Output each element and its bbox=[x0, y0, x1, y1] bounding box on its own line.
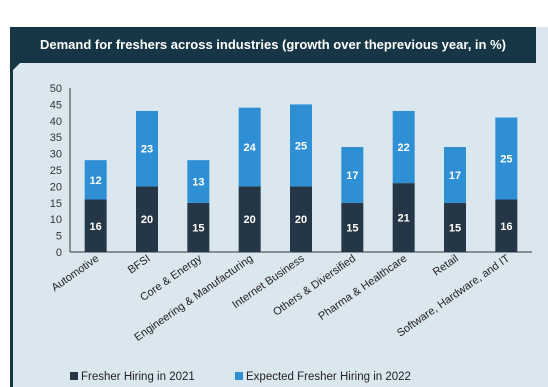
bar-data-label: 17 bbox=[346, 170, 358, 182]
bar-data-label: 22 bbox=[398, 142, 410, 154]
bar-data-label: 20 bbox=[141, 214, 153, 226]
bar-segment-2022 bbox=[341, 147, 364, 203]
legend-label: Expected Fresher Hiring in 2022 bbox=[246, 371, 411, 383]
bar-data-label: 15 bbox=[449, 222, 461, 234]
y-tick-label: 40 bbox=[50, 116, 62, 128]
bar-segment-2021 bbox=[136, 186, 158, 252]
bar-segment-2021 bbox=[290, 186, 312, 252]
bar-data-label: 16 bbox=[500, 221, 512, 233]
bar-segment-2022 bbox=[84, 160, 107, 200]
bar-data-label: 21 bbox=[398, 213, 410, 225]
bar-data-label: 20 bbox=[244, 214, 256, 226]
bar-segment-2022 bbox=[495, 117, 518, 200]
bar-data-label: 23 bbox=[141, 144, 153, 156]
bar-data-label: 15 bbox=[346, 222, 358, 234]
y-tick-label: 10 bbox=[50, 214, 62, 226]
x-tick-label: BFSI bbox=[126, 253, 153, 277]
bar-data-label: 13 bbox=[192, 176, 204, 188]
bar-segment-2022 bbox=[136, 110, 158, 187]
bar-segment-2022 bbox=[187, 160, 210, 203]
bar-data-label: 20 bbox=[295, 214, 307, 226]
x-tick-label: Pharma & Healthcare bbox=[316, 253, 409, 323]
bar-data-label: 15 bbox=[192, 222, 204, 234]
y-tick-label: 0 bbox=[56, 247, 62, 259]
bar-segment-2021 bbox=[495, 199, 518, 252]
bar-data-label: 24 bbox=[244, 142, 257, 154]
y-tick-label: 35 bbox=[50, 132, 62, 144]
x-tick-label: Retail bbox=[431, 253, 461, 279]
legend-label: Fresher Hiring in 2021 bbox=[81, 371, 195, 383]
legend-swatch bbox=[70, 372, 78, 380]
chart-title-line-1: Demand for freshers across industries (g… bbox=[40, 37, 384, 52]
bar-segment-2022 bbox=[444, 147, 466, 203]
bar-segment-2021 bbox=[84, 199, 107, 252]
bar-segment-2022 bbox=[290, 104, 312, 187]
y-tick-label: 25 bbox=[50, 165, 62, 177]
bar-data-label: 25 bbox=[500, 154, 512, 166]
bar-segment-2021 bbox=[341, 202, 364, 252]
bar-data-label: 16 bbox=[90, 221, 102, 233]
bar-data-label: 17 bbox=[449, 170, 461, 182]
y-tick-label: 45 bbox=[50, 99, 62, 111]
bar-segment-2021 bbox=[392, 183, 415, 252]
y-tick-label: 20 bbox=[50, 181, 62, 193]
title-corner-tab bbox=[10, 63, 20, 73]
y-tick-label: 15 bbox=[50, 198, 62, 210]
y-tick-label: 5 bbox=[56, 231, 62, 243]
bar-data-label: 25 bbox=[295, 140, 307, 152]
bar-segment-2022 bbox=[392, 110, 415, 184]
bar-segment-2021 bbox=[444, 202, 466, 252]
bar-segment-2022 bbox=[238, 107, 261, 187]
card-left-rule bbox=[10, 63, 13, 387]
bar-segment-2021 bbox=[187, 202, 210, 252]
bar-segment-2021 bbox=[238, 186, 261, 252]
chart-title-line-2: previous year, in %) bbox=[383, 37, 506, 52]
y-tick-label: 50 bbox=[50, 83, 62, 95]
chart-title: Demand for freshers across industries (g… bbox=[10, 27, 536, 63]
legend-swatch bbox=[235, 372, 243, 380]
y-tick-label: 30 bbox=[50, 149, 62, 161]
bar-data-label: 12 bbox=[90, 175, 102, 187]
